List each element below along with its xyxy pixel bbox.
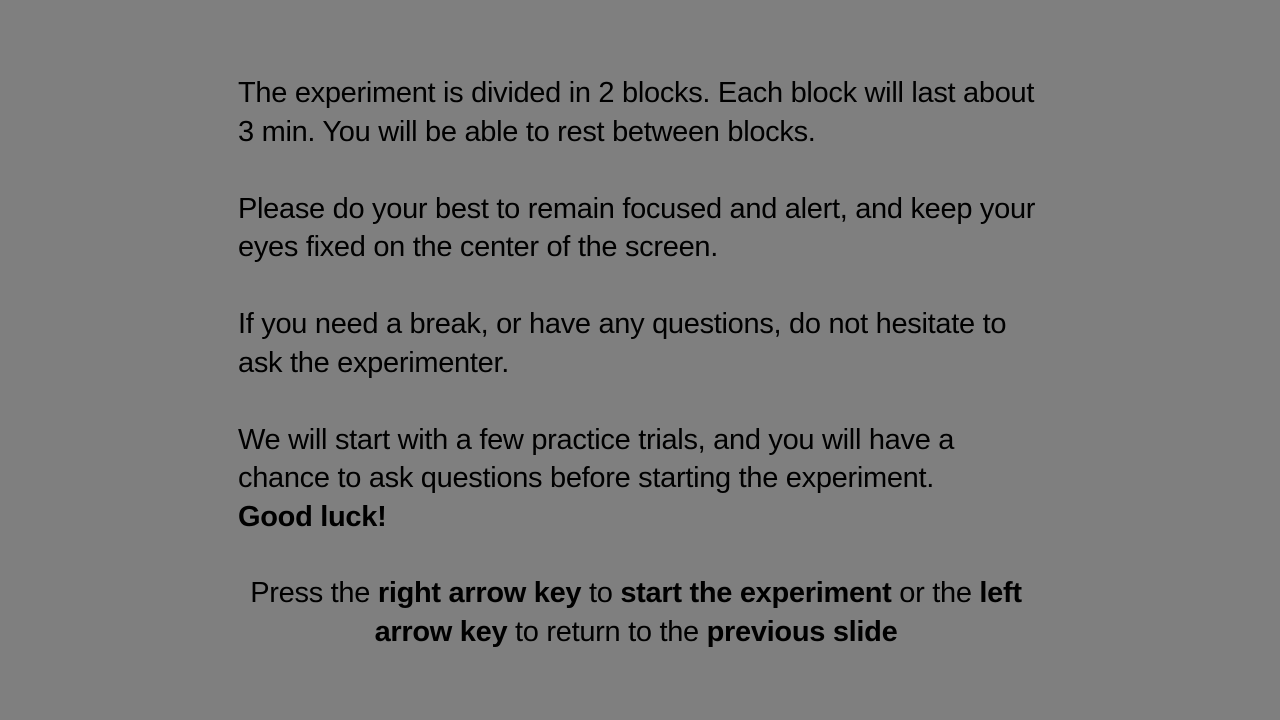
navigation-instructions: Press the right arrow key to start the e… [238, 574, 1034, 651]
instruction-text-block: The experiment is divided in 2 blocks. E… [238, 74, 1038, 536]
previous-slide-label: previous slide [706, 615, 898, 648]
instruction-text: to return to the [507, 615, 707, 648]
instruction-text: or the [891, 577, 980, 609]
paragraph-focus-info: Please do your best to remain focused an… [238, 192, 1036, 264]
paragraph-spacer [238, 382, 1038, 421]
paragraph-blocks-info: The experiment is divided in 2 blocks. E… [238, 77, 1035, 148]
paragraph-practice-info: We will start with a few practice trials… [238, 423, 955, 495]
left-arrow-key-label: left arrow key [374, 577, 1022, 648]
right-arrow-key-label: right arrow key [377, 577, 582, 609]
paragraph-spacer [238, 267, 1038, 306]
good-luck-text: Good luck! [238, 500, 387, 533]
instruction-text: to [581, 577, 621, 609]
start-experiment-label: start the experiment [620, 577, 892, 609]
instruction-text: Press the [250, 577, 378, 609]
paragraph-break-info: If you need a break, or have any questio… [238, 308, 1007, 379]
paragraph-spacer [238, 151, 1038, 190]
